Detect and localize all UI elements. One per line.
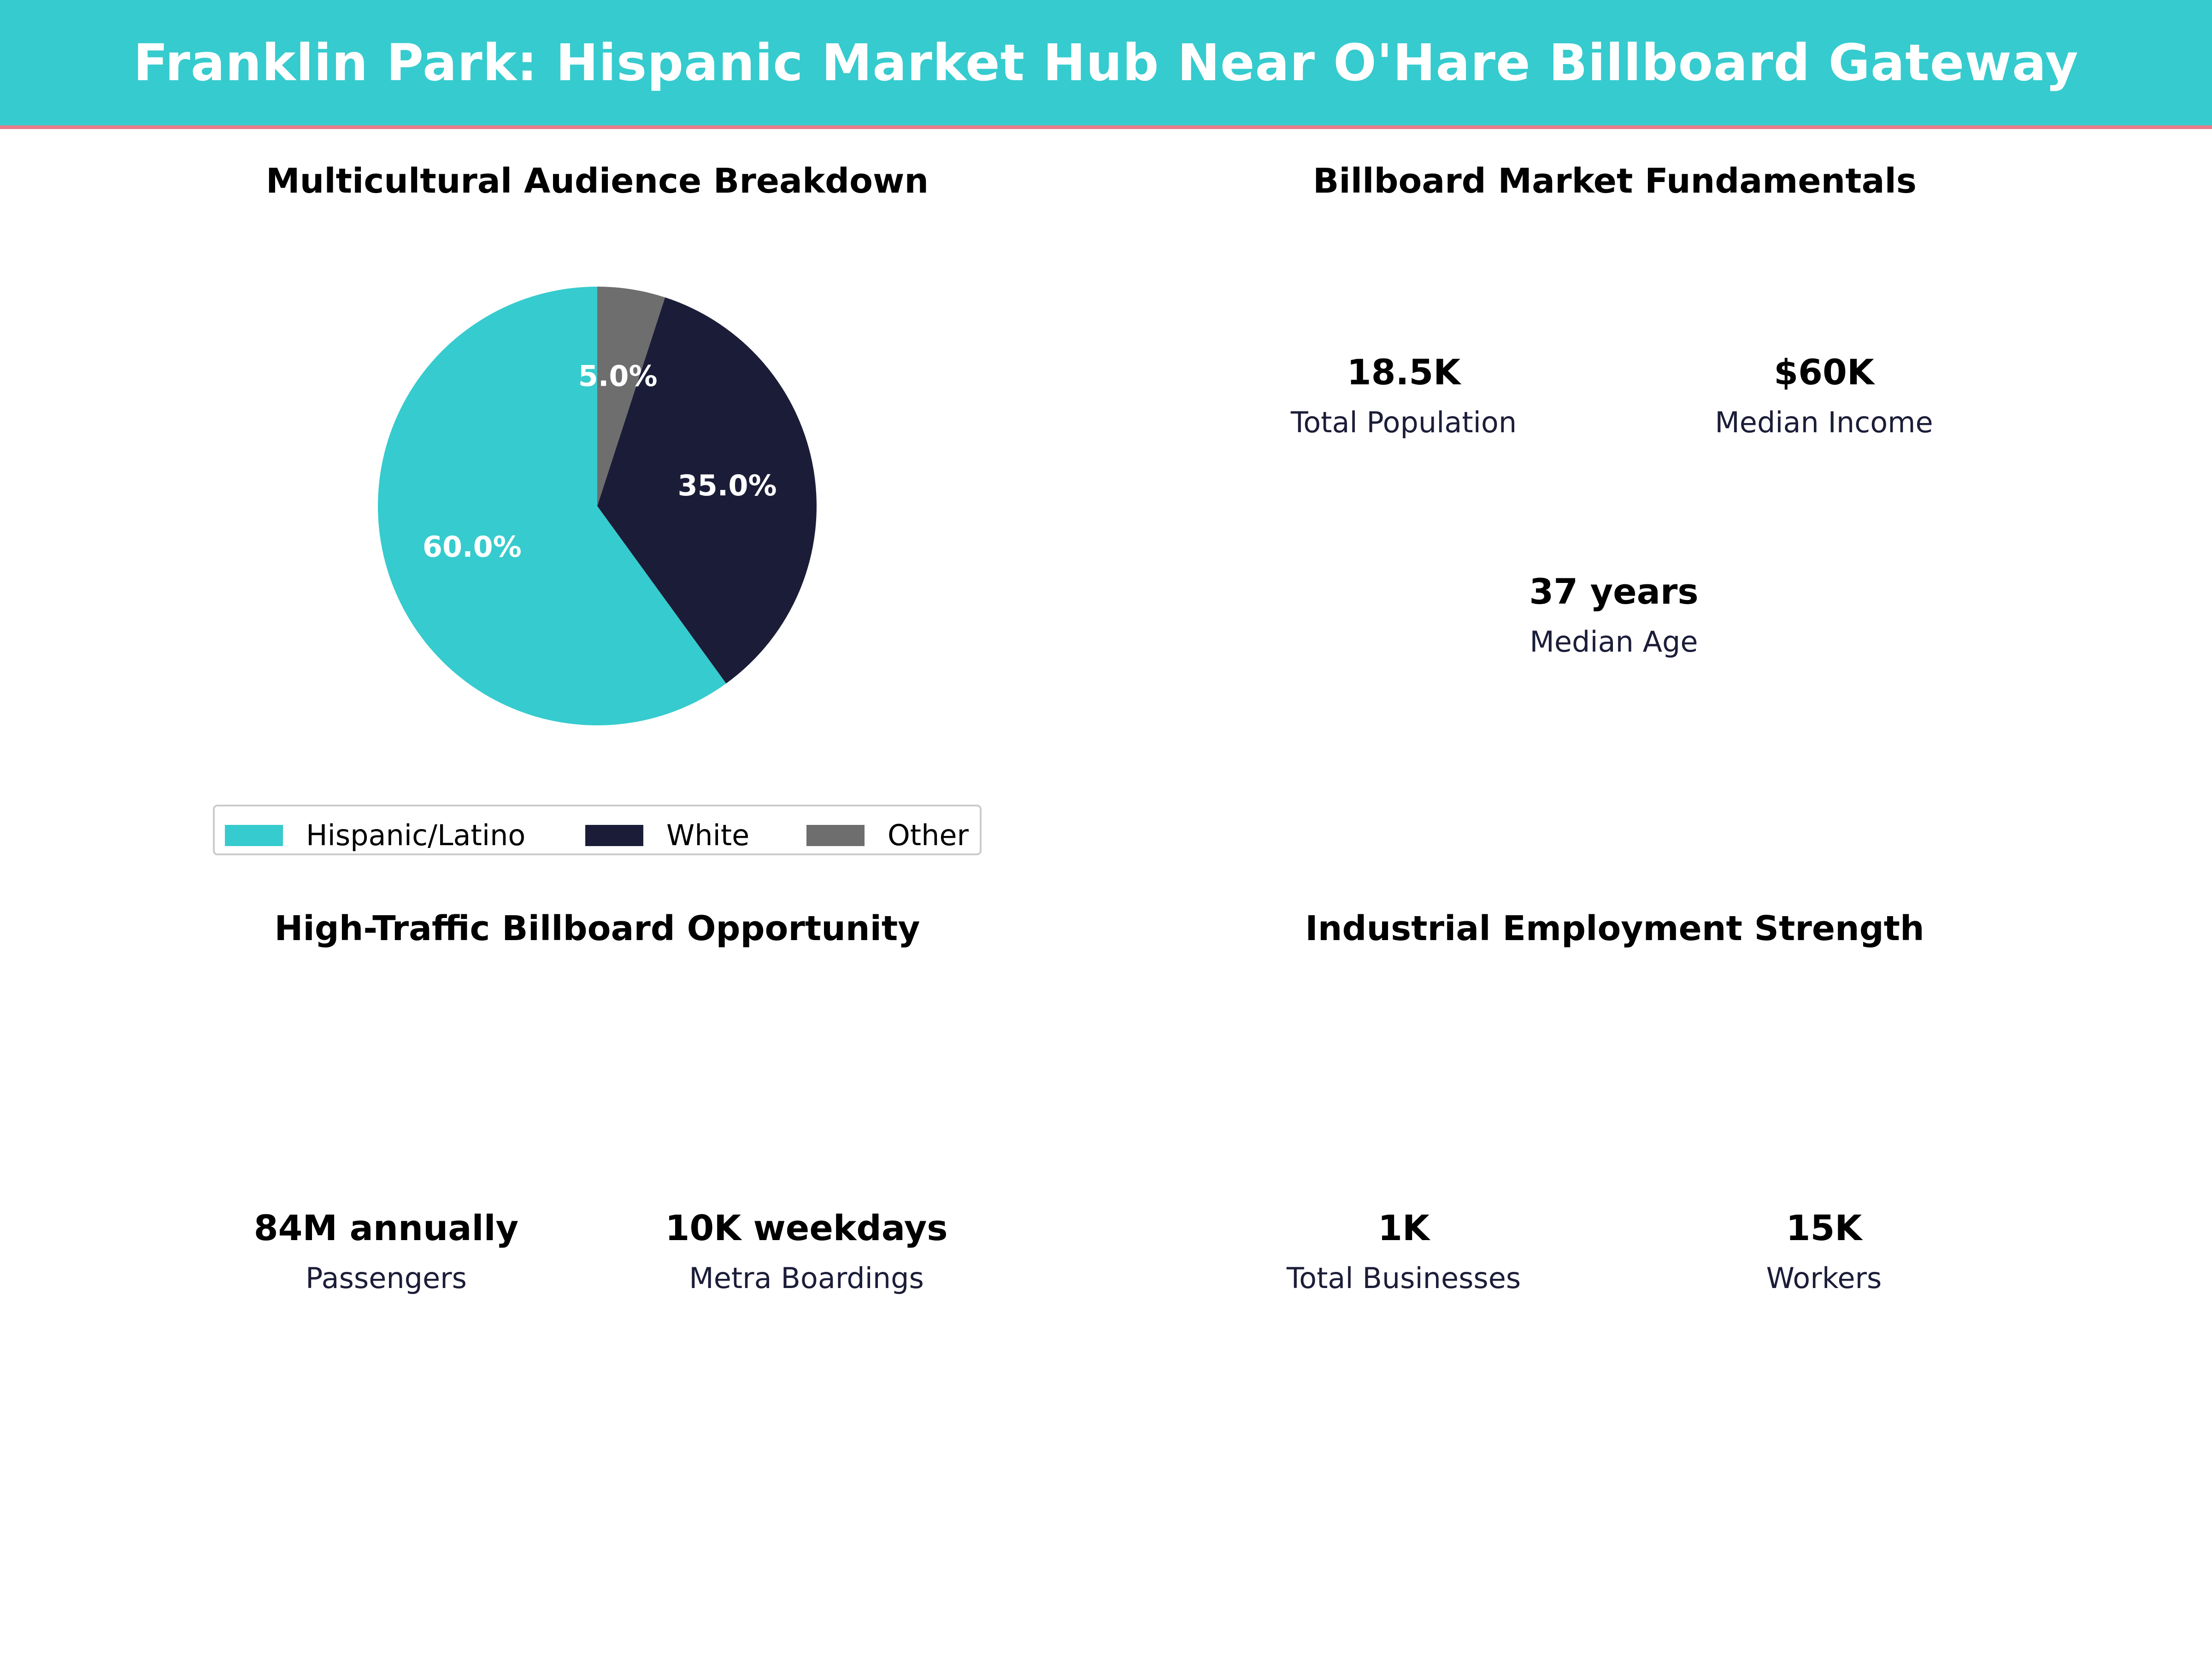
card-value: 15K xyxy=(1786,1207,1862,1248)
pie-label-other: 5.0% xyxy=(578,359,658,393)
legend-swatch-other xyxy=(806,824,865,846)
card-label: Metra Boardings xyxy=(689,1261,924,1295)
pie-slice-white xyxy=(597,297,817,684)
card-value: 10K weekdays xyxy=(665,1207,948,1248)
metra-boardings-card: 10K weekdays Metra Boardings xyxy=(643,1132,970,1371)
card-label: Median Age xyxy=(1530,625,1698,659)
pie-label-white: 35.0% xyxy=(678,469,777,502)
pie-slice-hispanic xyxy=(378,287,726,725)
page-title: Franklin Park: Hispanic Market Hub Near … xyxy=(133,33,2079,92)
traffic-panel-title: High-Traffic Billboard Opportunity xyxy=(274,909,920,948)
card-value: 37 years xyxy=(1529,571,1699,612)
card-value: 18.5K xyxy=(1347,352,1461,393)
card-value: $60K xyxy=(1774,352,1874,393)
card-label: Passengers xyxy=(306,1261,467,1295)
legend-swatch-white xyxy=(585,824,643,846)
pie-legend: Hispanic/Latino White Other xyxy=(213,805,982,855)
total-businesses-card: 1K Total Businesses xyxy=(1241,1132,1567,1371)
card-label: Total Businesses xyxy=(1286,1261,1521,1295)
workers-card: 15K Workers xyxy=(1661,1132,1987,1371)
median-age-card: 37 years Median Age xyxy=(1451,536,1777,694)
fundamentals-panel-title: Billboard Market Fundamentals xyxy=(1313,161,1917,201)
legend-item-hispanic: Hispanic/Latino xyxy=(225,818,525,852)
legend-label-other: Other xyxy=(888,818,969,852)
pie-slice-other xyxy=(597,287,665,506)
card-label: Workers xyxy=(1766,1261,1882,1295)
legend-swatch-hispanic xyxy=(225,824,283,846)
legend-label-hispanic: Hispanic/Latino xyxy=(306,818,526,852)
card-label: Total Population xyxy=(1290,406,1517,439)
employment-panel-title: Industrial Employment Strength xyxy=(1305,909,1924,948)
pie-label-hispanic: 60.0% xyxy=(423,530,522,564)
passengers-card: 84M annually Passengers xyxy=(223,1132,549,1371)
audience-panel-title: Multicultural Audience Breakdown xyxy=(265,161,929,201)
legend-item-white: White xyxy=(585,818,749,852)
card-value: 1K xyxy=(1378,1207,1430,1248)
legend-label-white: White xyxy=(666,818,750,852)
card-value: 84M annually xyxy=(253,1207,519,1248)
card-label: Median Income xyxy=(1715,406,1933,439)
total-population-card: 18.5K Total Population xyxy=(1241,317,1567,475)
median-income-card: $60K Median Income xyxy=(1661,317,1987,475)
header-banner: Franklin Park: Hispanic Market Hub Near … xyxy=(0,0,2212,129)
legend-item-other: Other xyxy=(806,818,969,852)
